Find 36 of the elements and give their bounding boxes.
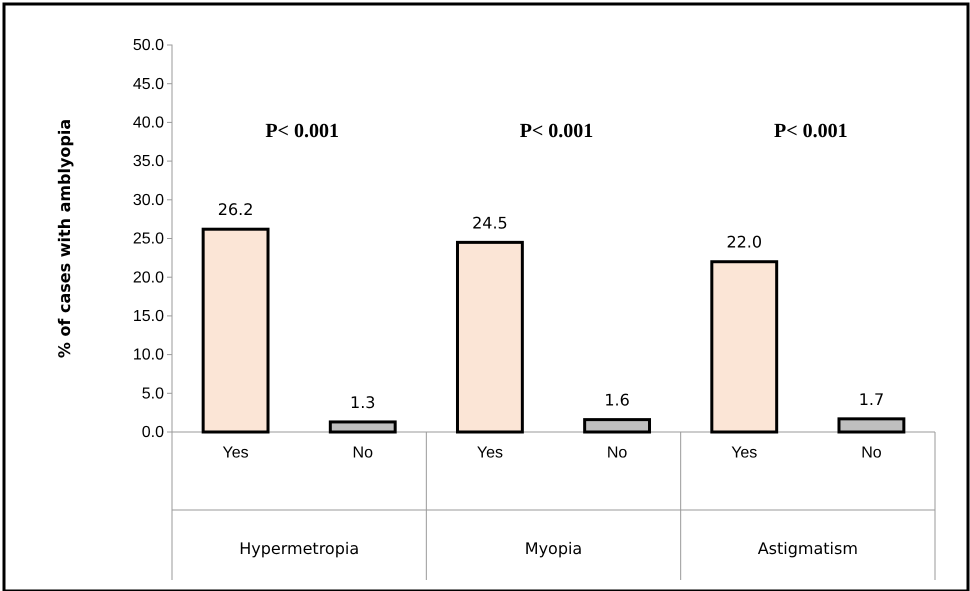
text: Myopia	[524, 539, 582, 558]
y-tick-label: 15.0	[132, 308, 164, 326]
bar	[583, 418, 652, 434]
y-tick-label: 35.0	[132, 153, 164, 170]
x-tick-label: Yes	[222, 444, 249, 462]
x-tick-label: No	[352, 444, 374, 462]
y-tick-label: 25.0	[132, 230, 164, 248]
bar	[710, 260, 778, 434]
x-tick-label: No	[606, 444, 628, 462]
annotation: P< 0.001	[520, 120, 594, 142]
x-tick-label: Yes	[476, 444, 503, 462]
annotation: P< 0.001	[265, 120, 339, 142]
bar	[202, 228, 270, 434]
data-label: 1.3	[350, 392, 376, 412]
annotation: P< 0.001	[774, 120, 848, 142]
bar	[837, 417, 906, 434]
y-tick-label: 30.0	[132, 192, 164, 209]
y-tick-label: 0.0	[142, 424, 164, 442]
y-tick-label: 45.0	[132, 76, 164, 93]
bar	[456, 240, 524, 434]
y-tick-label: 20.0	[132, 269, 164, 286]
y-tick-label: 5.0	[142, 385, 164, 402]
y-tick-label: 40.0	[132, 114, 164, 132]
data-label: 22.0	[726, 232, 762, 252]
data-label: 26.2	[218, 200, 254, 220]
text: Astigmatism	[758, 539, 858, 558]
data-label: 1.6	[604, 390, 630, 410]
data-label: 1.7	[858, 390, 884, 409]
data-label: 24.5	[472, 213, 508, 232]
y-axis-title: % of cases with amblyopia	[55, 118, 74, 358]
y-tick-label: 50.0	[132, 37, 164, 54]
y-tick-label: 10.0	[132, 346, 164, 364]
x-tick-label: Yes	[731, 444, 758, 462]
text: Hypermetropia	[239, 539, 360, 558]
x-tick-label: No	[861, 444, 882, 462]
bar	[328, 420, 397, 434]
